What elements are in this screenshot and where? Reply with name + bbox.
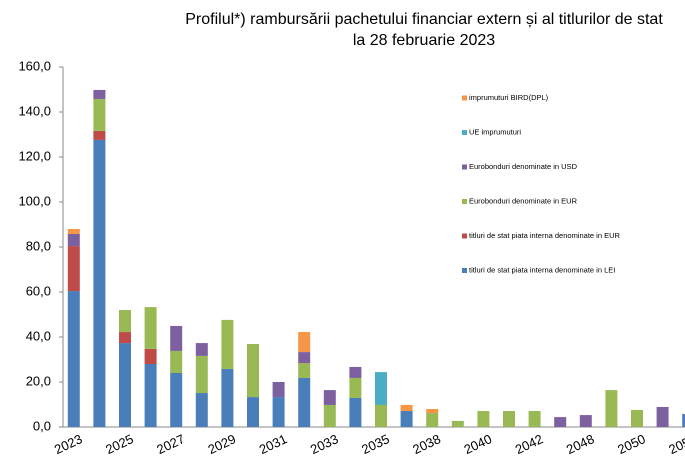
bar-segment: [195, 343, 208, 356]
bar-segment: [170, 325, 183, 351]
bar-segment: [349, 377, 362, 398]
y-tick-label: 0,0: [33, 418, 51, 433]
bar-segment: [221, 319, 234, 369]
bar-segment: [631, 409, 643, 427]
bar-segment: [170, 373, 183, 427]
bar-segment: [400, 404, 413, 412]
bar-segment: [272, 397, 285, 427]
legend-swatch: [462, 199, 467, 204]
bar-segment: [195, 393, 208, 427]
legend-label: Eurobonduri denominate in EUR: [469, 196, 578, 205]
bar-segment: [298, 352, 311, 364]
bar-segment: [93, 130, 106, 140]
y-tick-label: 20,0: [26, 373, 51, 388]
bar-segment: [67, 291, 80, 427]
y-tick-label: 80,0: [26, 238, 51, 253]
bar-segment: [119, 343, 131, 427]
bar-segment: [451, 420, 464, 427]
y-tick-label: 40,0: [26, 328, 51, 343]
bar-segment: [375, 404, 387, 427]
bar-segment: [144, 307, 157, 349]
y-tick-label: 140,0: [18, 103, 51, 118]
x-tick-label: 2035: [359, 431, 392, 457]
bar-segment: [503, 411, 515, 427]
bar-segment: [67, 229, 80, 234]
legend-swatch: [462, 164, 467, 170]
bar-segment: [170, 350, 183, 373]
legend-label: imprumuturi BIRD(DPL): [469, 93, 549, 102]
bar-segment: [323, 404, 336, 427]
bar-segment: [375, 372, 387, 405]
x-tick-label: 2042: [513, 431, 546, 457]
x-tick-label: 2050: [615, 431, 648, 457]
bar-segment: [119, 332, 131, 344]
bar-segment: [119, 310, 131, 333]
bar-segment: [298, 332, 311, 353]
bar-segment: [400, 411, 413, 427]
x-tick-label: 2033: [308, 431, 341, 457]
bar-segment: [195, 355, 208, 394]
bar-segment: [93, 98, 106, 131]
bar-segment: [67, 233, 80, 247]
bar-segment: [298, 363, 311, 378]
legend-swatch: [462, 95, 467, 101]
legend-label: titluri de stat piata interna denominate…: [469, 265, 615, 274]
bar-segment: [605, 390, 618, 427]
bar-segment: [247, 343, 259, 398]
bar-segment: [93, 139, 106, 427]
x-tick-label: 2040: [462, 431, 495, 457]
bar-segment: [349, 366, 362, 378]
x-tick-label: 2029: [206, 431, 239, 457]
bar-segment: [349, 397, 362, 427]
bar-segment: [144, 348, 157, 364]
chart-title: Profilul*) rambursării pachetului financ…: [185, 11, 663, 28]
legend-swatch: [462, 130, 467, 135]
bar-segment: [579, 415, 592, 427]
bar-segment: [554, 417, 567, 427]
bar-segment: [656, 406, 669, 427]
bar-segment: [221, 368, 234, 427]
legend-swatch: [462, 268, 467, 273]
x-tick-label: 2048: [564, 431, 597, 457]
bar-segment: [144, 364, 157, 427]
bar-segment: [323, 390, 336, 405]
bar-segment: [682, 413, 685, 427]
bar-segment: [67, 246, 80, 292]
bar-segment: [247, 397, 259, 427]
bar-segment: [272, 382, 285, 398]
chart-title: la 28 februarie 2023: [353, 32, 495, 49]
x-tick-label: 2031: [257, 431, 290, 457]
x-tick-label: 2027: [154, 431, 187, 457]
bar-segment: [426, 409, 439, 414]
bar-segment: [93, 89, 106, 99]
x-tick-label: 2052: [666, 431, 685, 457]
y-tick-label: 60,0: [26, 283, 51, 298]
y-tick-label: 160,0: [18, 58, 51, 73]
x-tick-label: 2025: [103, 431, 136, 457]
bar-segment: [426, 413, 439, 427]
x-tick-label: 2038: [410, 431, 443, 457]
legend-label: titluri de stat piata interna denominate…: [469, 231, 620, 240]
bar-segment: [477, 411, 490, 427]
bar-segment: [528, 411, 541, 427]
x-tick-label: 2023: [52, 431, 85, 457]
y-tick-label: 120,0: [18, 148, 51, 163]
y-tick-label: 100,0: [18, 193, 51, 208]
legend-swatch: [462, 233, 467, 239]
legend-label: UE imprumuturi: [469, 127, 521, 136]
legend-label: Eurobonduri denominate in USD: [469, 162, 578, 171]
bar-segment: [298, 377, 311, 427]
